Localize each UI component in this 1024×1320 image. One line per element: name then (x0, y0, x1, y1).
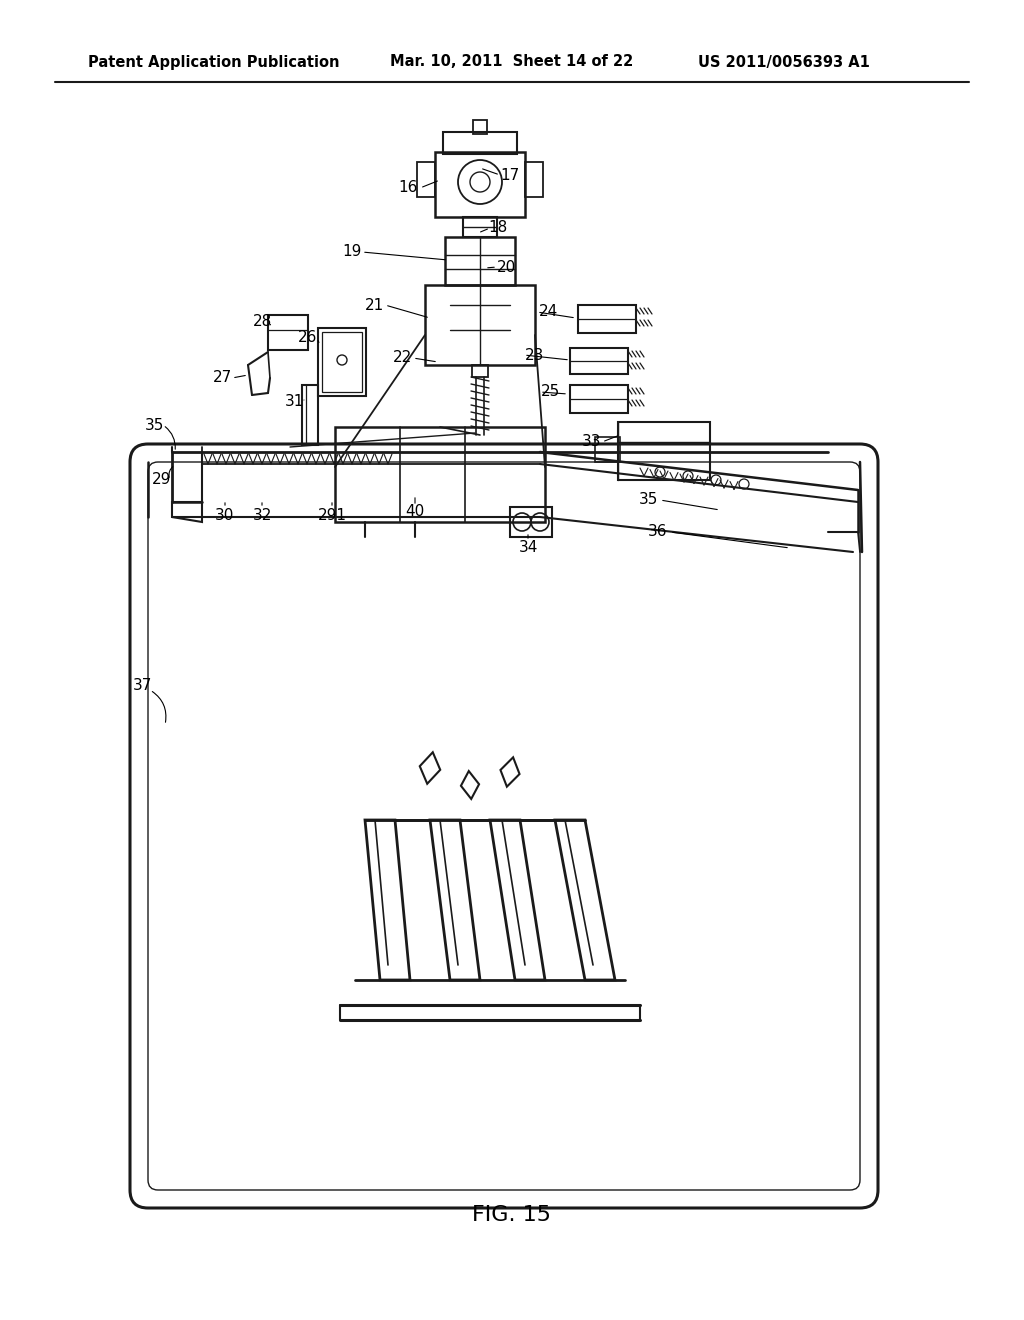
Bar (425, 285, 535, 366)
Bar (318, 327, 366, 396)
Text: 35: 35 (145, 417, 165, 433)
Text: 30: 30 (215, 507, 234, 523)
Text: 16: 16 (398, 181, 418, 195)
Bar (578, 305, 636, 333)
Text: 34: 34 (518, 540, 538, 556)
Bar (322, 333, 362, 392)
Text: 20: 20 (497, 260, 516, 275)
Text: 36: 36 (648, 524, 668, 540)
Text: 22: 22 (392, 351, 412, 366)
Bar (417, 162, 435, 197)
Bar (570, 385, 628, 413)
Text: 26: 26 (298, 330, 317, 346)
Text: US 2011/0056393 A1: US 2011/0056393 A1 (698, 54, 869, 70)
Bar (302, 385, 318, 445)
Bar (472, 366, 488, 378)
Text: 35: 35 (638, 492, 657, 507)
Text: 27: 27 (212, 371, 231, 385)
Text: 19: 19 (342, 244, 361, 260)
Text: 33: 33 (583, 434, 602, 450)
Text: 29: 29 (153, 473, 172, 487)
Bar (473, 120, 487, 135)
Text: 31: 31 (285, 395, 304, 409)
Text: Patent Application Publication: Patent Application Publication (88, 54, 340, 70)
Bar (463, 216, 497, 238)
Text: FIG. 15: FIG. 15 (472, 1205, 552, 1225)
Text: 32: 32 (252, 507, 271, 523)
Text: 18: 18 (488, 220, 508, 235)
Text: 291: 291 (317, 507, 346, 523)
Bar (618, 422, 710, 480)
Text: 24: 24 (539, 305, 558, 319)
Text: 17: 17 (501, 168, 519, 182)
Bar (445, 238, 515, 285)
Text: 28: 28 (252, 314, 271, 330)
Text: Mar. 10, 2011  Sheet 14 of 22: Mar. 10, 2011 Sheet 14 of 22 (390, 54, 633, 70)
Text: 40: 40 (406, 504, 425, 520)
Text: 23: 23 (525, 347, 545, 363)
Bar (510, 507, 552, 537)
Text: 21: 21 (366, 297, 385, 313)
Bar (525, 162, 543, 197)
Bar (570, 348, 628, 374)
Text: 25: 25 (541, 384, 560, 400)
Bar (435, 152, 525, 216)
Text: 37: 37 (132, 677, 152, 693)
Bar (443, 132, 517, 154)
Bar (268, 315, 308, 350)
